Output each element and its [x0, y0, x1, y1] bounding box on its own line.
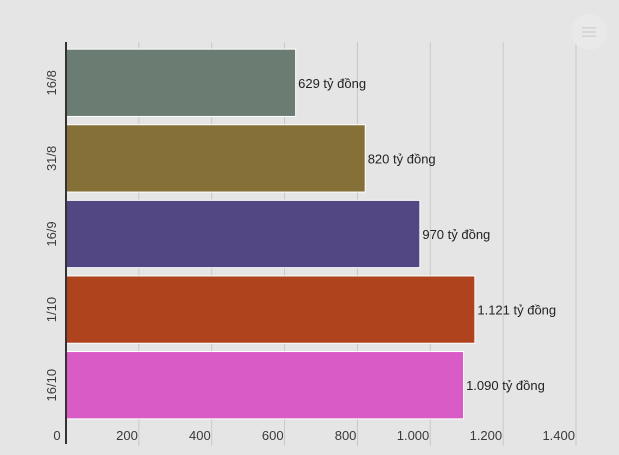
bar[interactable]	[66, 351, 465, 420]
x-tick-label: 400	[189, 428, 211, 443]
y-tick-label: 16/8	[44, 70, 59, 95]
data-labels: 629 tỷ đồng 820 tỷ đồng 970 tỷ đồng 1.121 t…	[298, 76, 556, 393]
data-label: 820 tỷ đồng	[368, 151, 436, 166]
bar[interactable]	[66, 275, 476, 344]
data-label: 1.090 tỷ đồng	[466, 378, 545, 393]
x-tick-label: 1.400	[542, 428, 575, 443]
chart-menu-button[interactable]	[571, 14, 607, 50]
y-axis-tick-labels: 16/8 31/8 16/9 1/10 16/10	[44, 70, 59, 401]
bar[interactable]	[66, 48, 297, 117]
x-axis-tick-labels: 0 200 400 600 800 1.000 1.200 1.400	[53, 428, 575, 443]
data-label: 970 tỷ đồng	[422, 227, 490, 242]
bar[interactable]	[66, 124, 366, 193]
x-tick-label: 1.200	[470, 428, 503, 443]
y-tick-label: 16/9	[44, 221, 59, 246]
x-tick-label: 1.000	[397, 428, 430, 443]
menu-icon	[582, 27, 596, 37]
y-tick-label: 16/10	[44, 369, 59, 402]
y-tick-label: 31/8	[44, 146, 59, 171]
bar[interactable]	[66, 199, 421, 269]
data-label: 1.121 tỷ đồng	[477, 303, 556, 318]
x-tick-label: 200	[116, 428, 138, 443]
x-tick-label: 0	[53, 428, 60, 443]
bars	[66, 48, 476, 420]
y-tick-label: 1/10	[44, 297, 59, 322]
data-label: 629 tỷ đồng	[298, 76, 366, 91]
x-tick-label: 600	[262, 428, 284, 443]
x-tick-label: 800	[335, 428, 357, 443]
